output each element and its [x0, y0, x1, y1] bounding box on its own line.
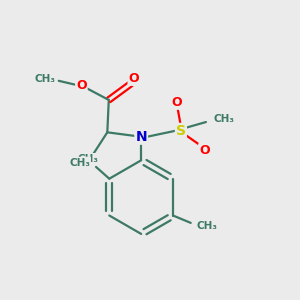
Text: O: O [76, 79, 87, 92]
Text: O: O [128, 72, 139, 85]
Text: CH₃: CH₃ [69, 158, 90, 167]
Text: CH₃: CH₃ [196, 221, 218, 231]
Text: N: N [135, 130, 147, 144]
Text: O: O [199, 144, 210, 157]
Text: CH₃: CH₃ [35, 74, 56, 84]
Text: CH₃: CH₃ [213, 114, 234, 124]
Text: O: O [171, 96, 182, 109]
Text: CH₃: CH₃ [78, 154, 99, 164]
Text: S: S [176, 124, 186, 138]
